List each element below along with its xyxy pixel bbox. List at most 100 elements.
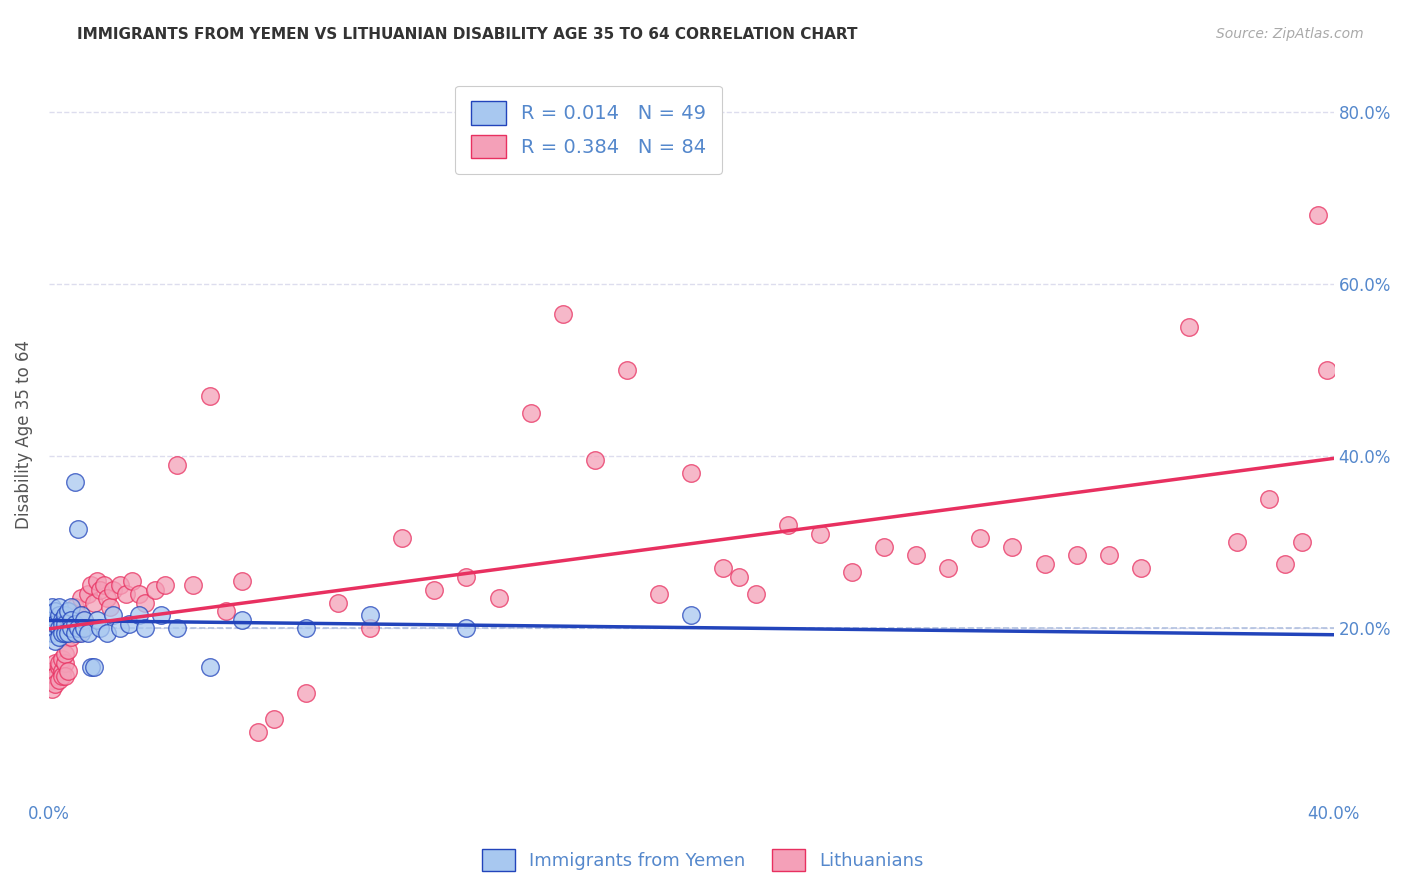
Point (1033, 557, 1056, 571)
Point (83, 660, 105, 674)
Point (53, 617, 76, 632)
Point (44, 656, 66, 670)
Legend: Immigrants from Yemen, Lithuanians: Immigrants from Yemen, Lithuanians (475, 842, 931, 879)
Point (41, 599, 63, 614)
Point (359, 608, 381, 623)
Point (51, 613, 73, 627)
Point (166, 621, 188, 635)
Point (51, 665, 73, 679)
Point (1291, 535, 1313, 549)
Point (48, 673, 70, 687)
Point (63, 621, 86, 635)
Point (93, 578, 115, 592)
Point (198, 660, 221, 674)
Point (63, 599, 86, 614)
Point (80, 578, 103, 592)
Point (1098, 548, 1121, 562)
Point (134, 621, 156, 635)
Point (551, 307, 574, 321)
Point (359, 621, 381, 635)
Point (326, 595, 349, 609)
Point (53, 647, 76, 661)
Point (263, 712, 285, 726)
Point (1129, 561, 1152, 575)
Point (121, 574, 143, 588)
Point (60, 599, 83, 614)
Point (153, 578, 176, 592)
Point (128, 608, 150, 623)
Point (115, 587, 138, 601)
Point (60, 613, 83, 627)
Point (616, 363, 638, 377)
Point (391, 531, 413, 545)
Point (60, 630, 83, 644)
Point (76, 625, 98, 640)
Point (231, 613, 253, 627)
Point (583, 453, 606, 467)
Point (66, 625, 89, 640)
Point (96, 625, 118, 640)
Point (44, 617, 66, 632)
Point (73, 621, 96, 635)
Point (1178, 319, 1201, 334)
Point (1066, 548, 1088, 562)
Point (41, 613, 63, 627)
Point (456, 621, 478, 635)
Point (423, 582, 446, 597)
Point (66, 522, 89, 536)
Point (108, 621, 131, 635)
Point (76, 587, 98, 601)
Point (128, 587, 150, 601)
Point (143, 582, 166, 597)
Point (89, 621, 111, 635)
Point (51, 625, 73, 640)
Point (1306, 208, 1329, 222)
Point (41, 665, 63, 679)
Point (295, 621, 318, 635)
Point (80, 660, 103, 674)
Point (519, 406, 541, 420)
Point (60, 621, 83, 635)
Point (214, 604, 236, 618)
Point (776, 518, 799, 533)
Point (48, 608, 70, 623)
Point (89, 582, 111, 597)
Point (1274, 557, 1296, 571)
Point (53, 625, 76, 640)
Point (70, 608, 93, 623)
Point (728, 570, 751, 584)
Point (44, 677, 66, 691)
Point (48, 660, 70, 674)
Point (103, 582, 125, 597)
Point (44, 604, 66, 618)
Point (1001, 540, 1024, 554)
Point (648, 587, 671, 601)
Point (58, 665, 80, 679)
Point (183, 578, 205, 592)
Point (70, 621, 93, 635)
Point (70, 591, 93, 606)
Point (134, 595, 156, 609)
Point (73, 613, 96, 627)
Point (58, 625, 80, 640)
Point (295, 686, 318, 700)
Point (808, 526, 831, 541)
Legend: R = 0.014   N = 49, R = 0.384   N = 84: R = 0.014 N = 49, R = 0.384 N = 84 (456, 86, 721, 174)
Point (58, 643, 80, 657)
Point (841, 566, 863, 580)
Y-axis label: Disability Age 35 to 64: Disability Age 35 to 64 (15, 340, 32, 529)
Point (86, 613, 108, 627)
Point (198, 389, 221, 403)
Point (51, 669, 73, 683)
Point (51, 617, 73, 632)
Text: Source: ZipAtlas.com: Source: ZipAtlas.com (1216, 27, 1364, 41)
Point (96, 591, 118, 606)
Point (118, 617, 141, 632)
Point (1226, 535, 1249, 549)
Point (98, 599, 121, 614)
Point (1316, 363, 1339, 377)
Point (108, 578, 131, 592)
Text: IMMIGRANTS FROM YEMEN VS LITHUANIAN DISABILITY AGE 35 TO 64 CORRELATION CHART: IMMIGRANTS FROM YEMEN VS LITHUANIAN DISA… (77, 27, 858, 42)
Point (246, 724, 269, 739)
Point (70, 625, 93, 640)
